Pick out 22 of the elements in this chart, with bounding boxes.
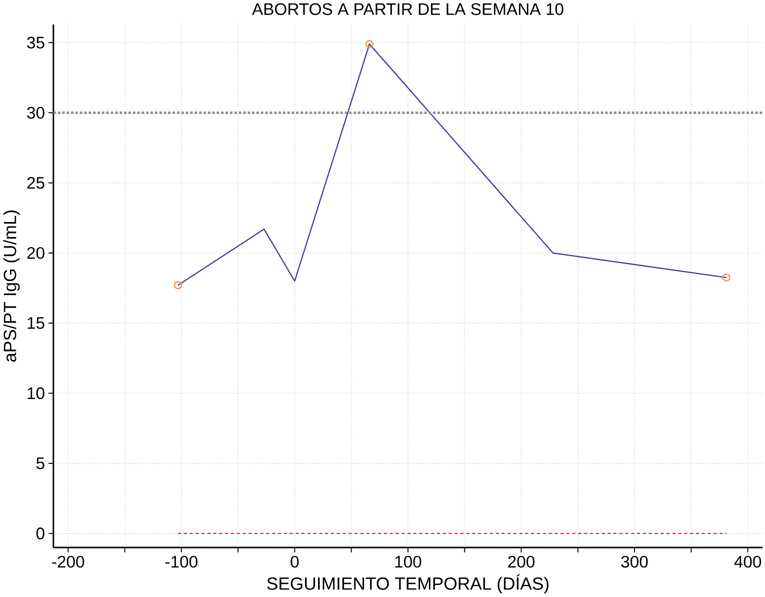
x-axis-title: SEGUIMIENTO TEMPORAL (DÍAS) [267, 574, 548, 594]
x-tick-label: 0 [290, 556, 299, 568]
y-tick-label: 25 [27, 177, 44, 189]
y-axis-title: aPS/PT IgG (U/mL) [3, 210, 20, 362]
point [174, 281, 182, 290]
y-tick-label: 15 [28, 317, 44, 330]
point [722, 274, 730, 282]
chart-title: ABORTOS A PARTIR DE LA SEMANA 10 [252, 3, 564, 16]
x-tick-label: -200 [52, 556, 84, 568]
y-tick-label: 10 [28, 387, 44, 400]
point [365, 40, 374, 48]
x-tick-label: 200 [508, 556, 535, 568]
x-tick-label: 300 [621, 556, 648, 568]
line-series [177, 44, 727, 286]
x-tick-label: -100 [165, 556, 198, 568]
x-tick-label: 400 [734, 556, 762, 568]
y-tick-label: 5 [36, 458, 44, 470]
x-tick-label: 100 [395, 556, 422, 568]
y-tick-label: 0 [36, 528, 44, 540]
y-tick-label: 35 [27, 36, 44, 49]
y-tick-label: 20 [27, 247, 44, 260]
y-tick-label: 30 [27, 107, 44, 119]
